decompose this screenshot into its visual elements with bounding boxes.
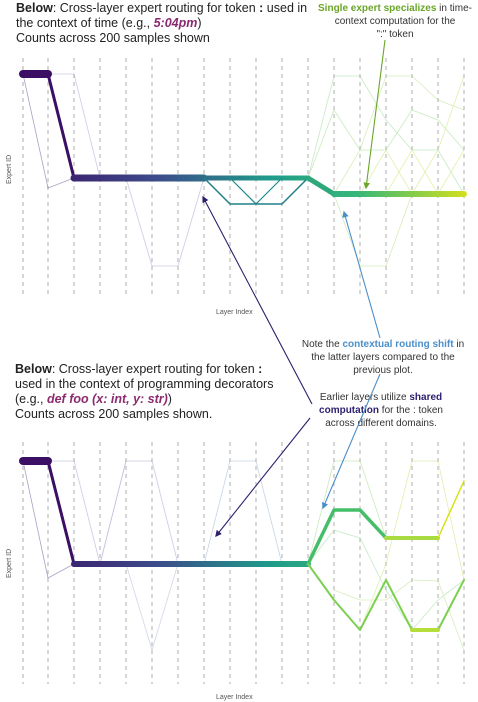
arrow-shared-top [202, 195, 313, 405]
arrow-specialize [363, 39, 386, 190]
top-x-label: Layer Index [216, 309, 253, 316]
bottom-caption-end: ) [167, 392, 172, 406]
annotation-specialize-token: ":" token [376, 29, 414, 40]
arrow-shift-lower [322, 373, 381, 510]
bottom-caption-bold: Below [15, 362, 52, 376]
top-caption-mid: : Cross-layer expert routing for token [52, 1, 260, 15]
bottom-caption-token: : [258, 362, 263, 376]
bottom-faint-routes [22, 460, 465, 652]
arrow-shift [342, 210, 381, 339]
bottom-caption: Below: Cross-layer expert routing for to… [15, 362, 277, 422]
bottom-caption-mid2: used in the context of programming decor… [15, 377, 274, 406]
top-caption-example: 5:04pm [153, 16, 198, 30]
annotation-shared-bold: shared computation [319, 392, 443, 416]
annotation-shift-pre: Note the [301, 339, 343, 350]
annotation-arrows [202, 39, 386, 538]
annotation-specialize: Single expert specializes in time-contex… [312, 2, 478, 41]
annotation-shift-rest: in the latter layers compared to the pre… [311, 339, 465, 376]
annotation-shift: Note the contextual routing shift in the… [298, 338, 468, 377]
annotation-specialize-bold: Single expert specializes [318, 3, 437, 14]
annotation-shared-pre: Earlier layers utilize [319, 392, 410, 403]
bottom-main-route [19, 457, 465, 632]
arrow-shared-bottom [215, 417, 311, 538]
top-caption: Below: Cross-layer expert routing for to… [16, 1, 316, 46]
top-faint-routes [22, 73, 465, 267]
annotation-shared: Earlier layers utilize shared computatio… [305, 391, 457, 430]
bottom-x-label: Layer Index [216, 694, 253, 701]
bottom-caption-mid: : Cross-layer expert routing for token [51, 362, 259, 376]
bottom-caption-counts: Counts across 200 samples shown. [15, 407, 213, 421]
top-caption-token: : [259, 1, 264, 15]
top-caption-counts: Counts across 200 samples shown [16, 31, 210, 45]
annotation-shared-rest: for the : token across different domains… [325, 405, 443, 429]
top-main-route [19, 70, 467, 205]
top-caption-end: ) [197, 16, 202, 30]
annotation-specialize-rest: in time-context computation for the [334, 3, 472, 27]
top-caption-mid2: used in the context of time (e.g., [16, 1, 308, 30]
bottom-caption-example: def foo (x: int, y: str) [46, 392, 168, 406]
top-caption-bold: Below [16, 1, 53, 15]
annotation-shift-bold: contextual routing shift [342, 339, 454, 350]
